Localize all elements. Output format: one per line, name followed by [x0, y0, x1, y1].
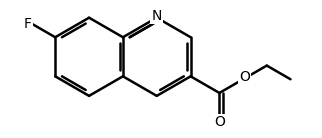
- Text: N: N: [152, 9, 162, 23]
- Text: O: O: [214, 115, 225, 129]
- Text: F: F: [24, 17, 32, 30]
- Text: O: O: [239, 70, 250, 83]
